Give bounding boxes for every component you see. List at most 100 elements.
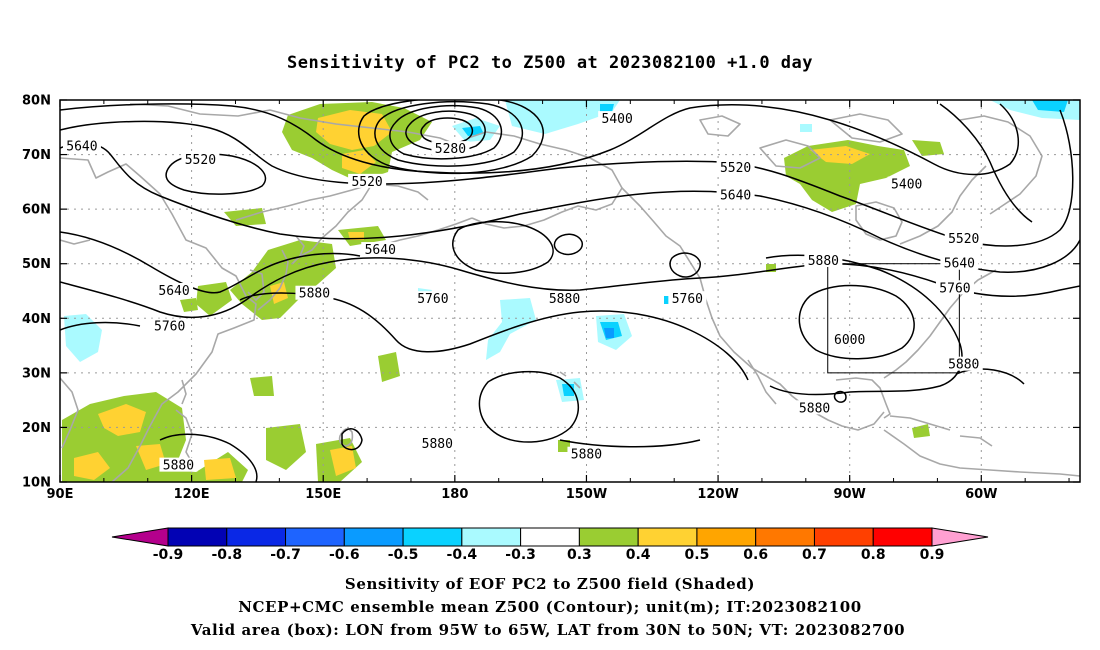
- contour-label-bg: [795, 400, 834, 415]
- valid-area-box: [827, 263, 960, 374]
- colorbar-label: 0.7: [802, 547, 827, 563]
- contour-label: 5520: [948, 232, 979, 247]
- lat-label: 10N: [22, 476, 51, 491]
- colorbar-label: 0.3: [567, 547, 592, 563]
- contour-label-bg: [940, 255, 979, 270]
- contour-label-bg: [150, 318, 189, 333]
- contour-label-bg: [348, 173, 387, 188]
- z500-contours: [60, 100, 1080, 482]
- colorbar-label: -0.8: [211, 547, 242, 563]
- colorbar-swatch: [578, 527, 639, 547]
- contour-label: 5520: [720, 161, 751, 176]
- contour-label-bg: [431, 141, 470, 156]
- contour-5880: [559, 439, 701, 448]
- contour-5760: [60, 257, 1080, 319]
- contour-label-bg: [944, 356, 983, 371]
- colorbar-swatch: [872, 527, 933, 547]
- contour-6000: [553, 233, 583, 256]
- contour-5880: [955, 368, 1025, 385]
- contour-5400: [60, 103, 1019, 176]
- lon-label: 90E: [47, 487, 74, 502]
- contour-label-bg: [887, 176, 926, 191]
- colorbar-swatch: [167, 527, 228, 547]
- longitude-labels: 90E 120E 150E 180 150W 120W 90W 60W: [47, 487, 998, 502]
- lat-label: 40N: [22, 312, 51, 327]
- contour-5760: [60, 321, 141, 331]
- contour-label-bg: [716, 160, 755, 175]
- lon-label: 150E: [305, 487, 341, 502]
- contour-5400: [389, 104, 503, 160]
- colorbar-high-extend: [931, 527, 989, 547]
- colorbar-swatch: [461, 527, 522, 547]
- contour-label: 5280: [435, 142, 466, 157]
- sensitivity-shading: [62, 100, 1080, 482]
- lon-label: 60W: [965, 487, 997, 502]
- latitude-labels: 80N 70N 60N 50N 40N 30N 20N 10N: [22, 94, 51, 491]
- contour-label-bg: [567, 446, 606, 461]
- contour-labels: 5640 5520 5280 5400 5520 5520 5640 5400 5640 5520…: [62, 111, 983, 474]
- contour-label: 5880: [422, 437, 453, 452]
- contour-label-bg: [159, 457, 198, 472]
- contour-5400: [374, 100, 524, 167]
- colorbar-label: -0.4: [447, 547, 478, 563]
- contour-label-bg: [598, 111, 637, 126]
- lat-label: 80N: [22, 94, 51, 109]
- axis-ticks: [59, 99, 1080, 483]
- contour-label-bg: [716, 187, 755, 202]
- colorbar-label: 0.4: [626, 547, 651, 563]
- colorbar-label: -0.7: [270, 547, 301, 563]
- contour-label: 5640: [158, 284, 189, 299]
- contour-5880: [159, 433, 258, 482]
- contour-label-bg: [181, 152, 220, 167]
- lat-label: 70N: [22, 148, 51, 163]
- contour-5640: [60, 142, 1080, 273]
- colorbar-label: 0.9: [920, 547, 945, 563]
- lat-label: 60N: [22, 203, 51, 218]
- contour-label-bg: [935, 280, 974, 295]
- colorbar-swatch: [520, 527, 580, 547]
- lon-label: 90W: [833, 487, 865, 502]
- contour-label: 5640: [720, 189, 751, 204]
- colorbar: -0.9 -0.8 -0.7 -0.6 -0.5 -0.4 -0.3 0.3 0.4 0.5 0.6…: [111, 527, 989, 563]
- lon-label: 180: [441, 487, 468, 502]
- colorbar-label: 0.8: [861, 547, 886, 563]
- colorbar-label: 0.6: [743, 547, 768, 563]
- contour-label: 5880: [571, 448, 602, 463]
- colorbar-low-extend: [111, 527, 169, 547]
- contour-label: 5760: [672, 292, 703, 307]
- contour-label-bg: [295, 285, 334, 300]
- map-frame: [59, 99, 1081, 483]
- contour-label: 5400: [602, 112, 633, 127]
- footer-line-1: Sensitivity of EOF PC2 to Z500 field (Sh…: [345, 575, 755, 593]
- lon-label: 120E: [174, 487, 210, 502]
- contour-5880: [478, 370, 579, 443]
- contour-label-bg: [413, 291, 452, 306]
- contour-label: 5400: [891, 178, 922, 193]
- colorbar-label: 0.5: [685, 547, 710, 563]
- contour-5760: [452, 220, 554, 275]
- contour-label: 5760: [939, 281, 970, 296]
- figure-title: Sensitivity of PC2 to Z500 at 2023082100…: [287, 53, 813, 73]
- contour-label: 5640: [66, 139, 97, 154]
- contour-label-bg: [155, 283, 194, 297]
- contour-label: 5520: [351, 175, 382, 190]
- contour-5520: [60, 109, 1074, 247]
- footer-line-2: NCEP+CMC ensemble mean Z500 (Contour); u…: [238, 598, 862, 616]
- colorbar-label: -0.3: [505, 547, 536, 563]
- colorbar-swatch: [813, 527, 874, 547]
- contour-label: 5880: [799, 401, 830, 416]
- contour-label-bg: [804, 252, 843, 267]
- contour-label-bg: [62, 138, 101, 153]
- contour-5520: [939, 103, 1033, 223]
- colorbar-swatch: [402, 527, 463, 547]
- contour-label-bg: [668, 291, 707, 306]
- contour-label: 5880: [163, 459, 194, 474]
- contour-5280: [420, 117, 474, 145]
- colorbar-swatch: [226, 527, 287, 547]
- contour-6000: [833, 390, 847, 403]
- contour-label: 5880: [948, 358, 979, 373]
- colorbar-label: -0.9: [153, 547, 184, 563]
- contour-6000: [669, 252, 701, 278]
- lon-label: 150W: [566, 487, 607, 502]
